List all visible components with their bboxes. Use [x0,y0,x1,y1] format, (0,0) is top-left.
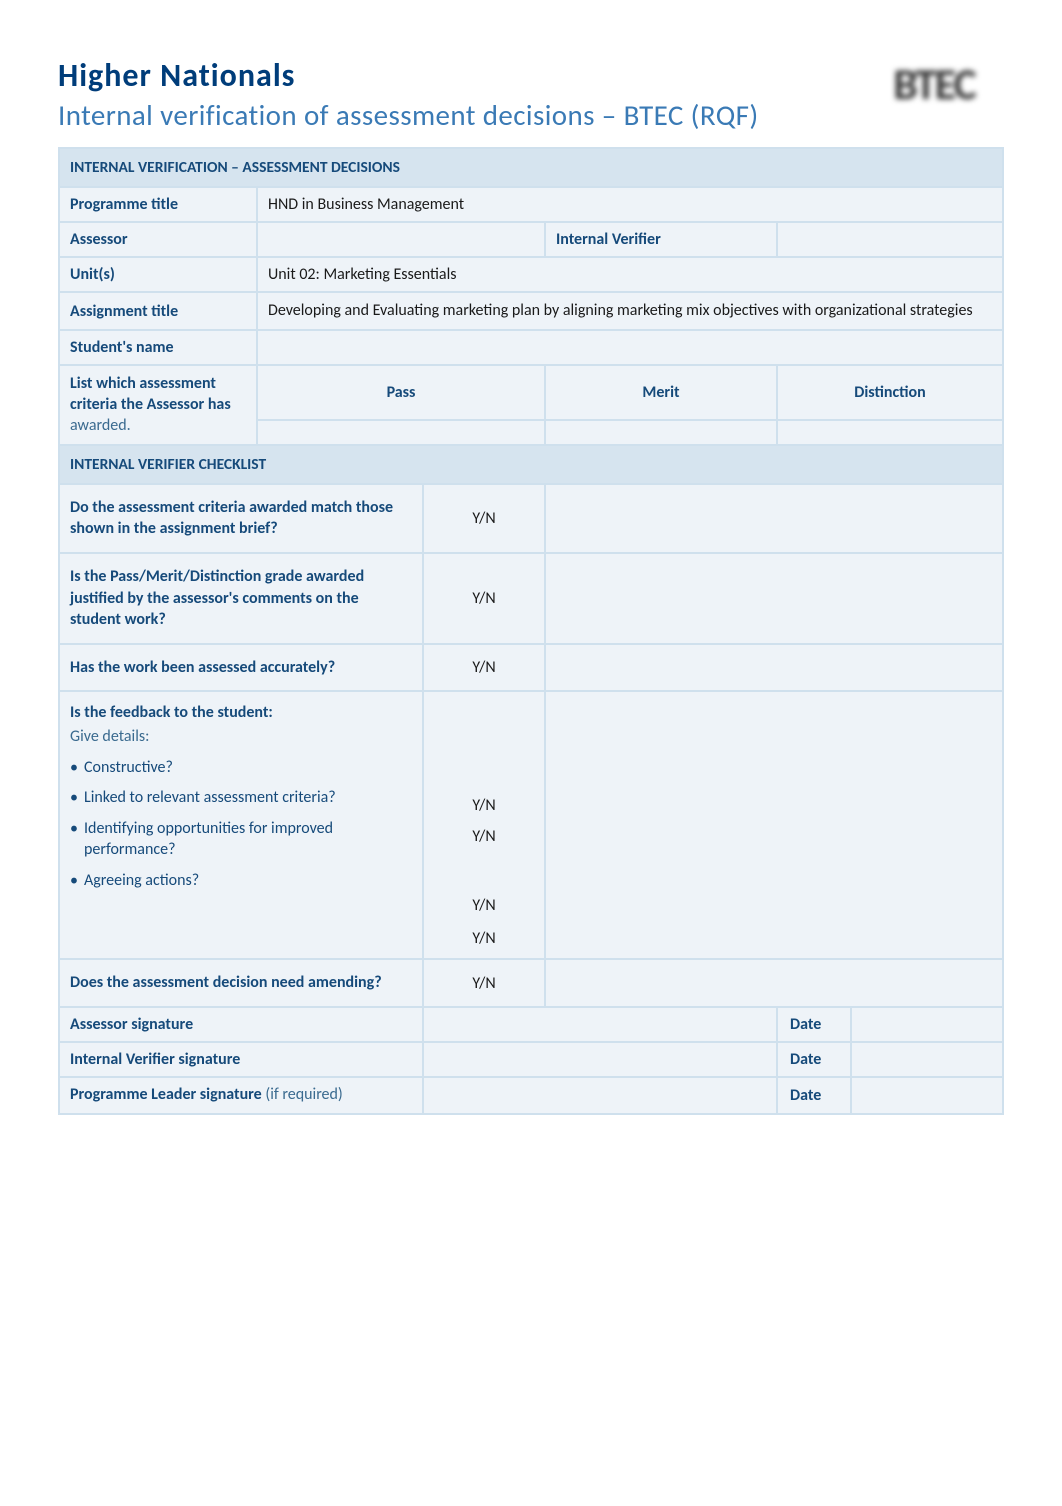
row-units: Unit(s) Unit 02: Marketing Essentials [60,258,1002,291]
q1-text: Do the assessment criteria awarded match… [60,485,422,552]
q3-comment[interactable] [546,645,1002,691]
page-header: Higher Nationals Internal verification o… [58,56,1004,133]
row-pl-sig: Programme Leader signature (if required)… [60,1078,1002,1113]
main-title: Higher Nationals [58,56,864,95]
q4a-yn[interactable]: Y/N [434,796,534,815]
pl-sig-text2: (if required) [262,1085,343,1104]
row-assignment-title: Assignment title Developing and Evaluati… [60,293,1002,329]
section-header-1: INTERNAL VERIFICATION – ASSESSMENT DECIS… [60,149,1002,186]
iv-signature-value[interactable] [424,1043,776,1076]
q4b-text: Linked to relevant assessment criteria? [84,788,336,807]
q4-comment[interactable] [546,692,1002,958]
row-iv-sig: Internal Verifier signature Date [60,1043,1002,1076]
row-q5: Does the assessment decision need amendi… [60,960,1002,1006]
units-label: Unit(s) [60,258,256,291]
q4a: Constructive? [70,758,412,779]
student-name-label: Student's name [60,331,256,364]
q4-title2: Give details: [70,726,412,748]
units-value: Unit 02: Marketing Essentials [258,258,1002,291]
row-q1: Do the assessment criteria awarded match… [60,485,1002,552]
distinction-header: Distinction [778,366,1002,419]
pl-sig-text1: Programme Leader signature [70,1085,262,1104]
internal-verifier-label: Internal Verifier [546,223,776,256]
criteria-label: List which assessment criteria the Asses… [60,366,256,443]
q5-comment[interactable] [546,960,1002,1006]
assessor-date-label: Date [778,1008,850,1041]
q4c-text: Identifying opportunities for improved p… [84,819,333,859]
q2-text: Is the Pass/Merit/Distinction grade awar… [60,554,422,643]
assessor-date-value[interactable] [852,1008,1002,1041]
q4-list: Constructive? Linked to relevant assessm… [70,758,412,892]
pl-signature-value[interactable] [424,1078,776,1113]
q4-title1: Is the feedback to the student: [70,702,412,724]
q4-yn-col[interactable]: Y/N Y/N Y/N Y/N [424,692,544,958]
assessor-value[interactable] [258,223,544,256]
distinction-value[interactable] [778,421,1002,443]
row-q4: Is the feedback to the student: Give det… [60,692,1002,958]
row-assessor-iv: Assessor Internal Verifier [60,223,1002,256]
pl-date-label: Date [778,1078,850,1113]
section-2-title: INTERNAL VERIFIER CHECKLIST [60,446,1002,483]
pl-date-value[interactable] [852,1078,1002,1113]
iv-date-label: Date [778,1043,850,1076]
iv-signature-label: Internal Verifier signature [60,1043,422,1076]
q4c: Identifying opportunities for improved p… [70,819,412,861]
q3-yn[interactable]: Y/N [424,645,544,691]
q4b: Linked to relevant assessment criteria? [70,788,412,809]
q1-yn[interactable]: Y/N [424,485,544,552]
pass-value[interactable] [258,421,544,443]
row-assessor-sig: Assessor signature Date [60,1008,1002,1041]
merit-header: Merit [546,366,776,419]
btec-logo: BTEC [864,56,1004,112]
q4b-yn[interactable]: Y/N [434,827,534,846]
q5-yn[interactable]: Y/N [424,960,544,1006]
verification-form-table: INTERNAL VERIFICATION – ASSESSMENT DECIS… [58,147,1004,1115]
row-programme-title: Programme title HND in Business Manageme… [60,188,1002,221]
q4d: Agreeing actions? [70,871,412,892]
pl-signature-label: Programme Leader signature (if required) [60,1078,422,1113]
q1-comment[interactable] [546,485,1002,552]
merit-value[interactable] [546,421,776,443]
row-q3: Has the work been assessed accurately? Y… [60,645,1002,691]
q4c-yn[interactable]: Y/N [434,896,534,915]
criteria-label-line1: List which assessment [70,374,216,393]
criteria-label-line2: criteria the Assessor has [70,395,231,414]
q3-text: Has the work been assessed accurately? [60,645,422,691]
row-q2: Is the Pass/Merit/Distinction grade awar… [60,554,1002,643]
q2-yn[interactable]: Y/N [424,554,544,643]
assignment-title-label: Assignment title [60,293,256,329]
assignment-title-value: Developing and Evaluating marketing plan… [258,293,1002,329]
header-titles: Higher Nationals Internal verification o… [58,56,864,133]
q2-comment[interactable] [546,554,1002,643]
programme-title-label: Programme title [60,188,256,221]
assessor-label: Assessor [60,223,256,256]
student-name-value[interactable] [258,331,1002,364]
row-student-name: Student's name [60,331,1002,364]
internal-verifier-value[interactable] [778,223,1002,256]
programme-title-value: HND in Business Management [258,188,1002,221]
criteria-label-line3: awarded. [70,416,131,435]
logo-text: BTEC [893,57,975,111]
assessor-signature-value[interactable] [424,1008,776,1041]
section-1-title: INTERNAL VERIFICATION – ASSESSMENT DECIS… [60,149,1002,186]
section-header-2: INTERNAL VERIFIER CHECKLIST [60,446,1002,483]
pass-header: Pass [258,366,544,419]
sub-title: Internal verification of assessment deci… [58,97,864,133]
iv-date-value[interactable] [852,1043,1002,1076]
q5-text: Does the assessment decision need amendi… [60,960,422,1006]
row-criteria-header: List which assessment criteria the Asses… [60,366,1002,419]
assessor-signature-label: Assessor signature [60,1008,422,1041]
q4d-yn[interactable]: Y/N [434,929,534,948]
q4-block: Is the feedback to the student: Give det… [60,692,422,958]
